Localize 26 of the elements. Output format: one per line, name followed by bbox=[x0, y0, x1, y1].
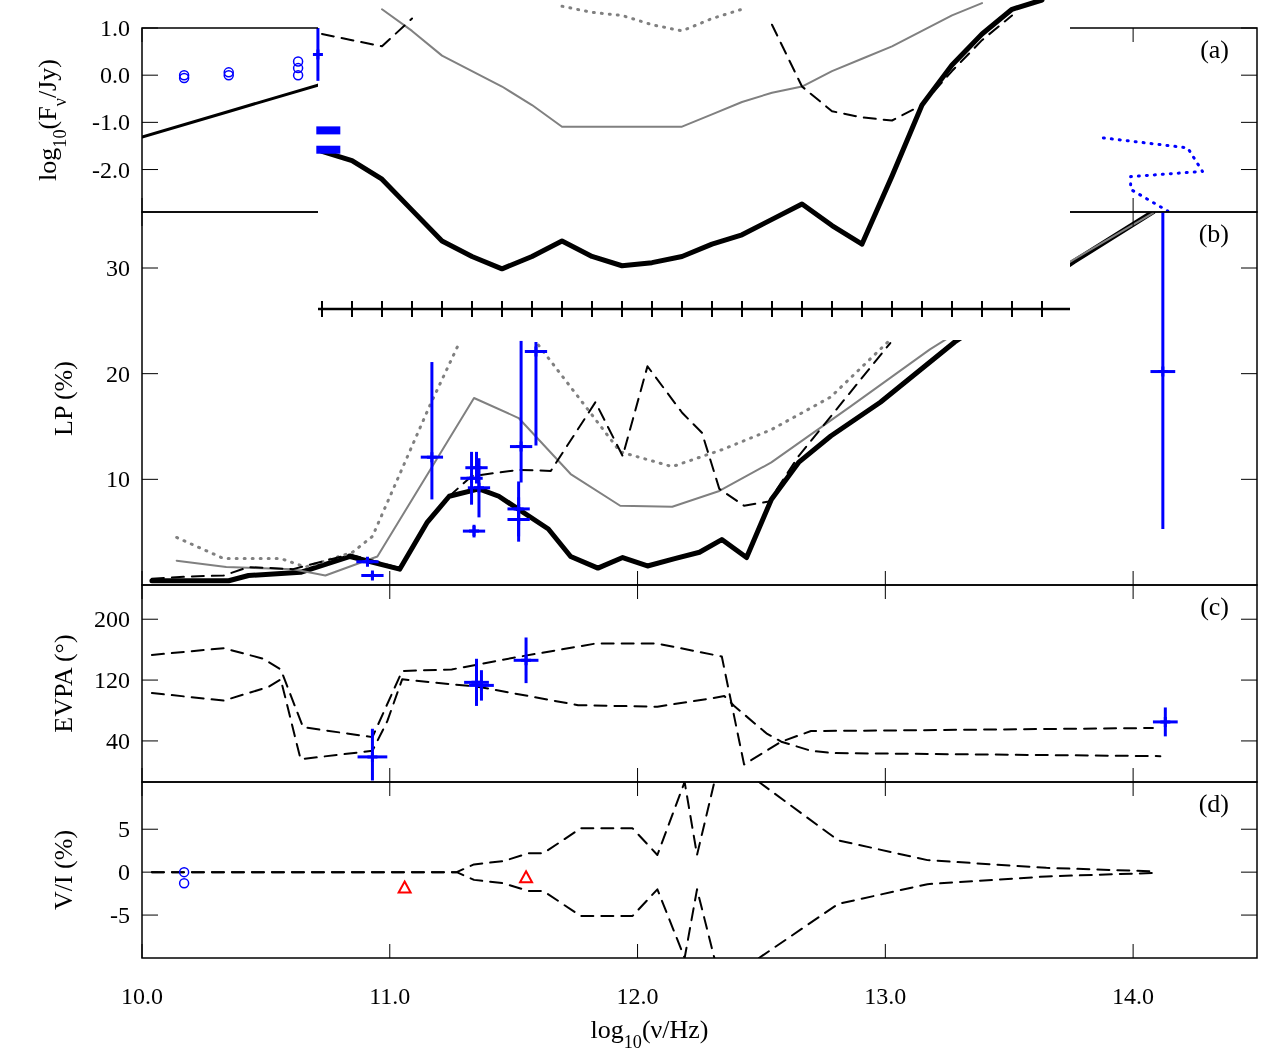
y-tick-label: 120 bbox=[94, 667, 130, 694]
annotation: (d) bbox=[1198, 789, 1229, 818]
annotation: (c) bbox=[1200, 592, 1229, 621]
y-tick-label: 5 bbox=[118, 816, 130, 843]
x-tick-label: 12.0 bbox=[616, 983, 659, 1009]
y-tick-label: 20 bbox=[106, 360, 130, 387]
y-axis-title: V/I (%) bbox=[49, 829, 78, 911]
x-tick-label: 11.0 bbox=[369, 983, 411, 1009]
y-axis-title: LP (%) bbox=[49, 361, 78, 436]
y-axis-title: EVPA (°) bbox=[49, 634, 78, 733]
x-tick-label: 10.0 bbox=[121, 983, 163, 1009]
x-axis-title: log$_{10}$(ν/Hz) bbox=[590, 1015, 709, 1052]
y-tick-label: 40 bbox=[106, 727, 130, 754]
x-tick-label: 14.0 bbox=[1112, 983, 1155, 1009]
annotation: (a) bbox=[1200, 35, 1229, 64]
y-tick-label: 10 bbox=[106, 466, 130, 493]
y-tick-label: -1.0 bbox=[92, 109, 130, 136]
y-tick-label: 200 bbox=[94, 606, 130, 633]
y-tick-label: -5 bbox=[110, 902, 130, 929]
annotation: (b) bbox=[1198, 219, 1229, 248]
y-tick-label: -2.0 bbox=[92, 156, 130, 183]
y-tick-label: 0.0 bbox=[100, 62, 130, 89]
y-tick-label: 0 bbox=[118, 859, 130, 886]
y-tick-label: 30 bbox=[106, 255, 130, 281]
x-tick-label: 13.0 bbox=[864, 983, 907, 1009]
y-tick-label: 1.0 bbox=[100, 15, 130, 41]
